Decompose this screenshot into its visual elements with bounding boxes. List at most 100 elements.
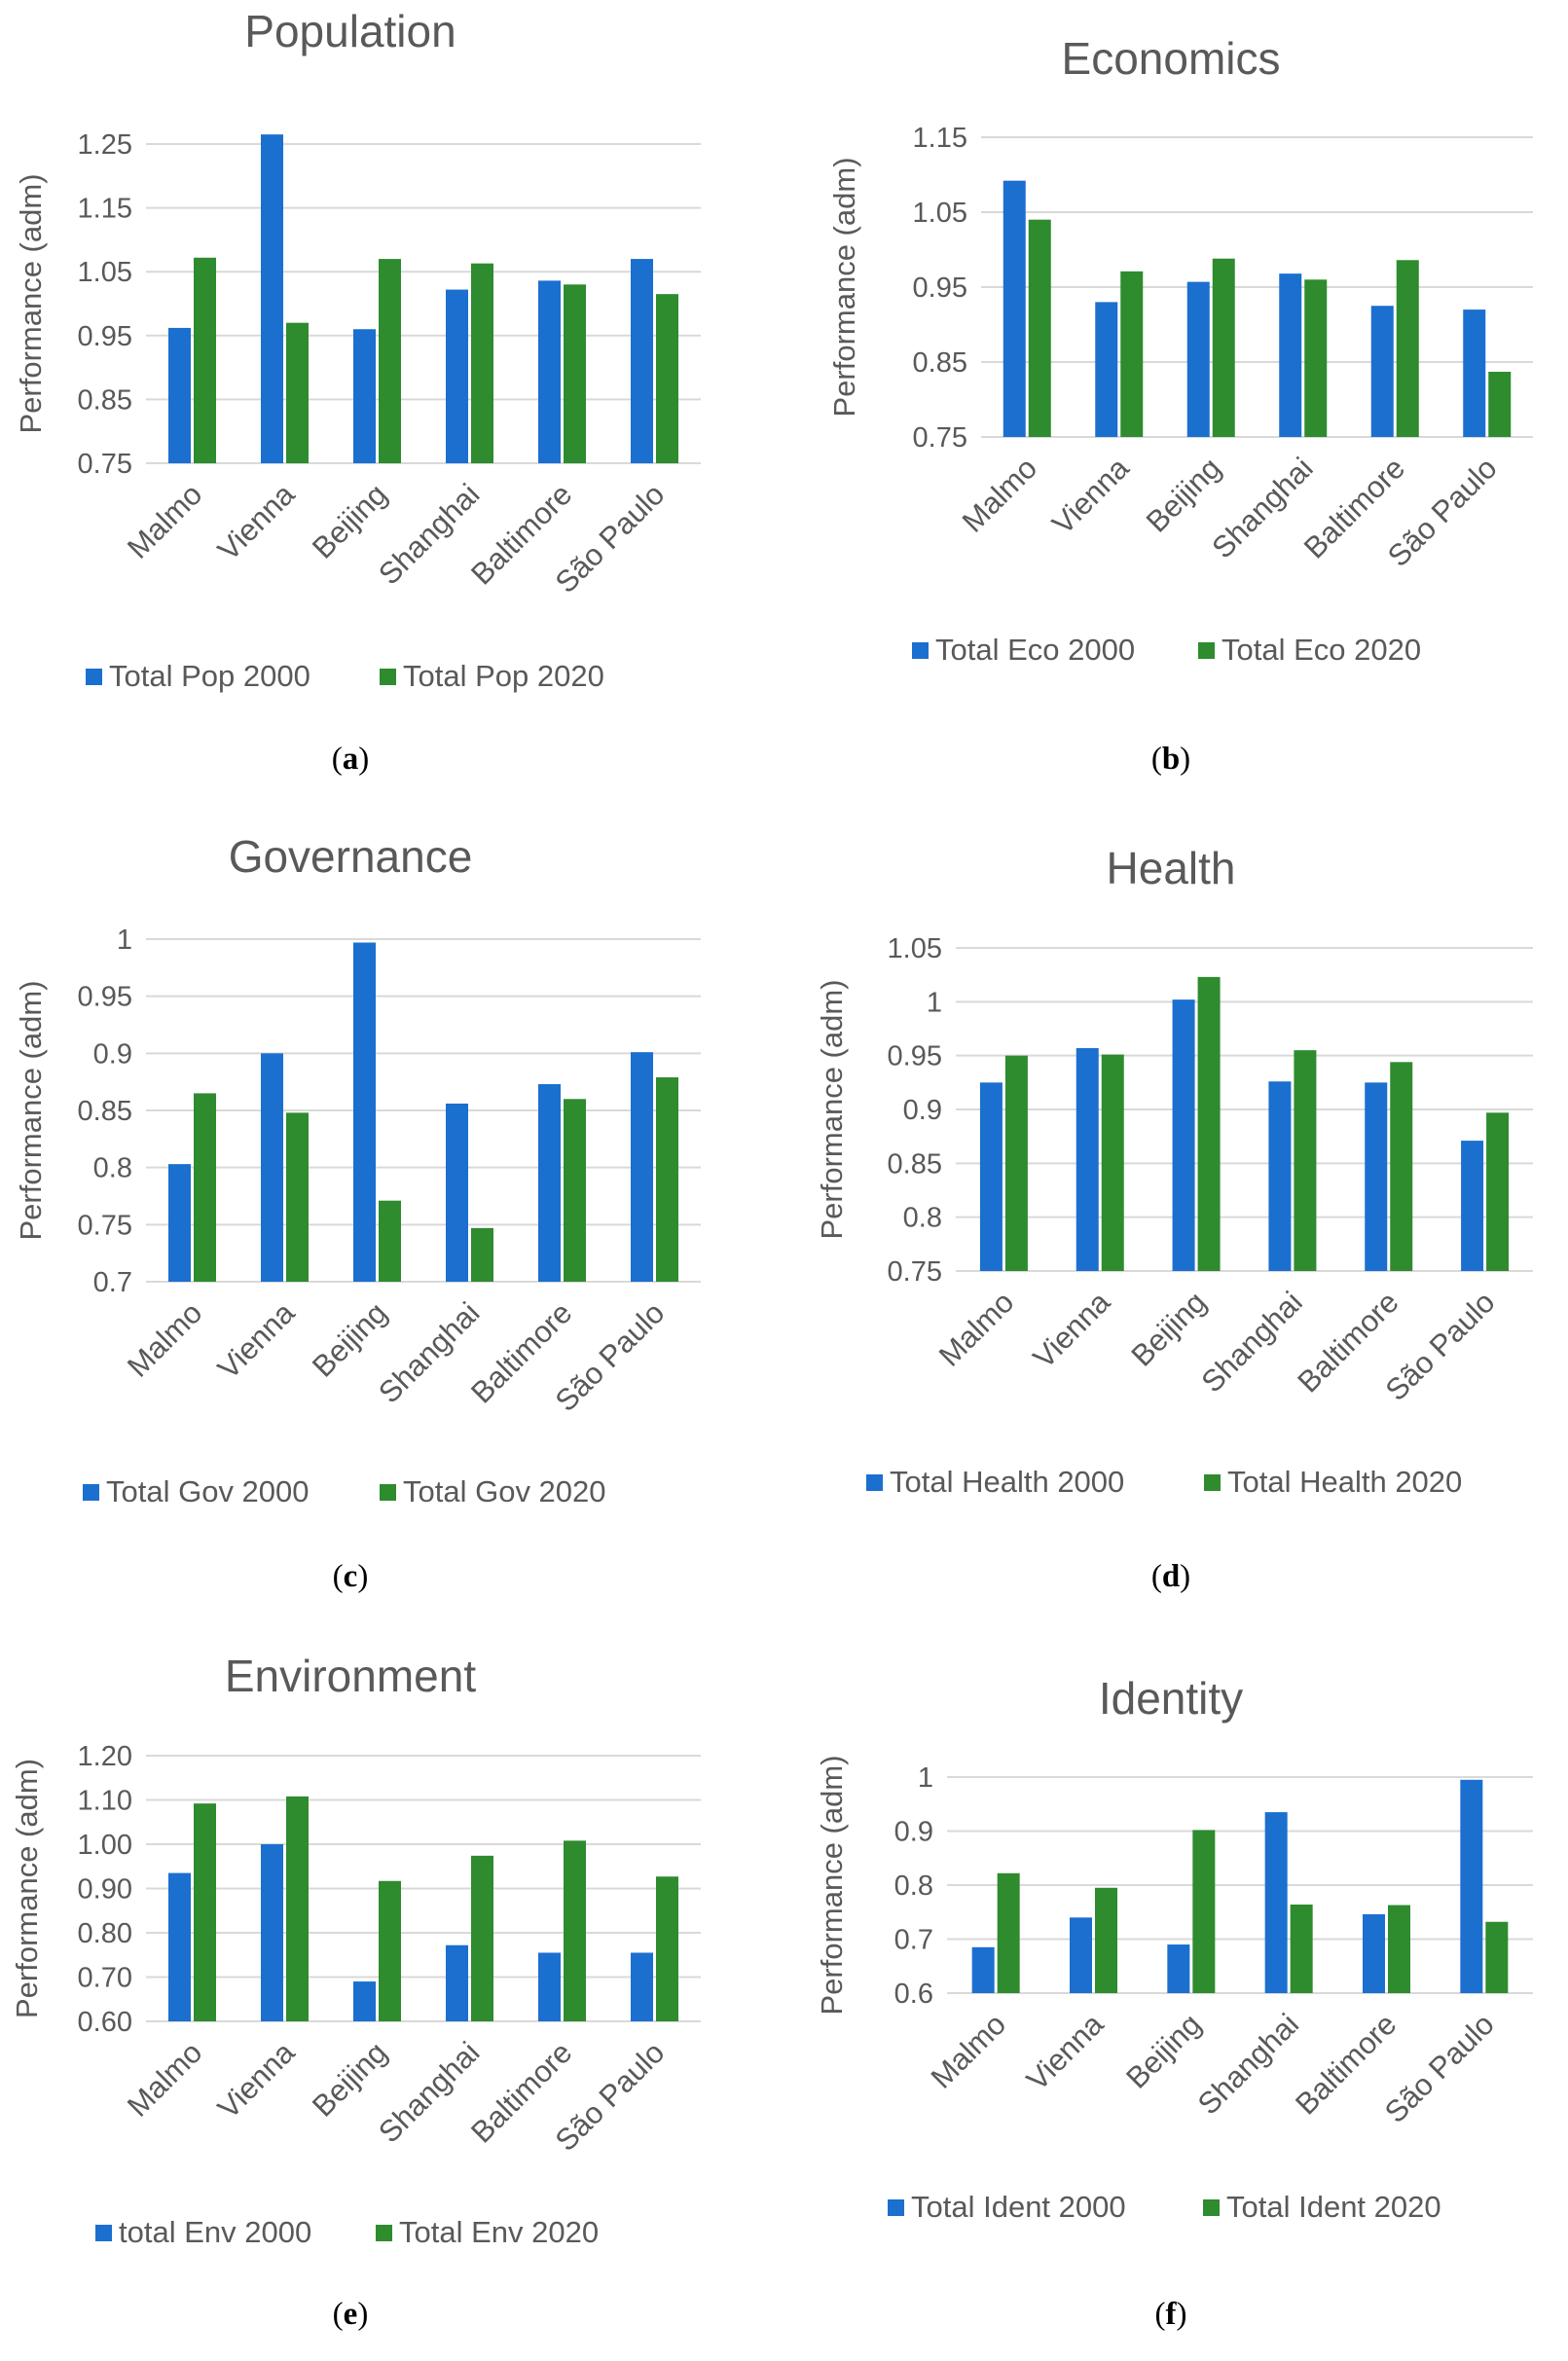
- panel-c-y-tick-label: 0.95: [78, 982, 132, 1013]
- panel-e-y-tick-label: 0.70: [78, 1963, 132, 1994]
- panel-b-bar-2000: [1279, 273, 1302, 437]
- panel-d-legend-label-2020: Total Health 2020: [1227, 1465, 1462, 1499]
- panel-e-caption-letter: e: [344, 2297, 358, 2332]
- panel-d-x-tick-label: Malmo: [932, 1285, 1021, 1373]
- panel-a-y-tick-label: 0.75: [78, 449, 132, 480]
- panel-b-title: Economics: [1062, 33, 1281, 84]
- panel-b-caption-letter: b: [1162, 742, 1180, 777]
- panel-a-y-tick-label: 1.15: [78, 194, 132, 225]
- panel-d-caption-letter: d: [1162, 1559, 1180, 1594]
- panel-a-caption-letter: a: [343, 742, 359, 777]
- panel-e-y-tick-label: 1.20: [78, 1741, 132, 1772]
- panel-d-bar-2020: [1197, 976, 1221, 1271]
- panel-a-y-axis-label: Performance (adm): [14, 173, 48, 433]
- panel-b-x-tick-label: Shanghai: [1205, 451, 1319, 564]
- panel-a-caption: (a): [332, 742, 370, 777]
- panel-e-bar-2000: [446, 1944, 468, 2021]
- panel-d-bar-2000: [1365, 1082, 1388, 1271]
- panel-c-bar-2000: [261, 1053, 283, 1282]
- panel-d-y-tick-label: 1: [927, 987, 942, 1018]
- panel-b-bar-2000: [1003, 180, 1026, 437]
- panel-a-bar-2020: [564, 284, 586, 463]
- panel-f-bar-2020: [1485, 1921, 1509, 1993]
- panel-e-legend-swatch-2020: [376, 2225, 392, 2241]
- panel-c-y-tick-label: 0.85: [78, 1096, 132, 1127]
- panel-a-x-tick-label: Beijing: [306, 477, 394, 565]
- panel-a-bar-2020: [656, 294, 678, 463]
- panel-b-bar-2020: [1028, 219, 1051, 437]
- panel-d-x-tick-label: Shanghai: [1194, 1285, 1308, 1398]
- panel-d-legend-label-2000: Total Health 2000: [890, 1465, 1124, 1499]
- panel-f-bar-2000: [1460, 1779, 1483, 1993]
- panel-a-bar-2000: [353, 329, 376, 463]
- panel-a-legend-swatch-2020: [380, 669, 396, 685]
- panel-a-legend-swatch-2000: [86, 669, 102, 685]
- panel-e-y-tick-label: 0.80: [78, 1918, 132, 1949]
- panel-b-bar-2020: [1488, 372, 1512, 437]
- panel-d-y-tick-label: 0.9: [903, 1095, 942, 1126]
- panel-e-x-tick-label: Shanghai: [372, 2035, 486, 2149]
- panel-d-bar-2000: [1172, 999, 1195, 1271]
- panel-b-y-tick-label: 1.15: [913, 123, 967, 154]
- panel-a-x-tick-label: Vienna: [211, 477, 302, 567]
- panel-d-y-axis-label: Performance (adm): [815, 979, 849, 1239]
- panel-a-bar-2000: [446, 289, 468, 463]
- panel-f-y-axis-label: Performance (adm): [815, 1755, 849, 2015]
- panel-d-bar-2020: [1390, 1062, 1413, 1271]
- panel-b-caption: (b): [1151, 742, 1190, 777]
- panel-a-bar-2020: [379, 259, 401, 463]
- panel-e-bar-2000: [538, 1952, 561, 2021]
- panel-e-x-tick-label: Beijing: [306, 2035, 394, 2124]
- panel-b-bar-2000: [1095, 302, 1118, 437]
- panel-a-x-tick-label: Malmo: [121, 477, 209, 565]
- panel-f-bar-2000: [1264, 1812, 1288, 1993]
- panel-c-y-tick-label: 0.8: [93, 1153, 132, 1184]
- panel-a-y-tick-label: 0.85: [78, 384, 132, 416]
- panel-c-y-axis-label: Performance (adm): [14, 980, 48, 1240]
- panel-a-bar-2000: [631, 259, 653, 463]
- panel-c-x-tick-label: Shanghai: [372, 1295, 486, 1409]
- panel-e-bar-2000: [168, 1872, 191, 2021]
- panel-a-legend-label-2020: Total Pop 2020: [403, 659, 604, 693]
- panel-b-y-tick-label: 0.95: [913, 272, 967, 304]
- panel-d-y-tick-label: 0.95: [888, 1041, 942, 1072]
- panel-c-legend-label-2020: Total Gov 2020: [403, 1474, 606, 1508]
- panel-a-bar-2000: [261, 134, 283, 463]
- panel-d-bar-2020: [1101, 1054, 1124, 1271]
- panel-d-title: Health: [1107, 843, 1236, 893]
- panel-a-bar-2000: [538, 280, 561, 463]
- panel-f-x-tick-label: Vienna: [1020, 2007, 1111, 2097]
- panel-e-y-tick-label: 1.00: [78, 1830, 132, 1861]
- panel-c-y-tick-label: 0.75: [78, 1210, 132, 1241]
- panel-e-bar-2020: [471, 1855, 493, 2021]
- panel-a-x-tick-label: Shanghai: [372, 477, 486, 591]
- panel-c-legend-swatch-2020: [380, 1484, 396, 1501]
- panel-e-bar-2000: [261, 1844, 283, 2021]
- panel-e-bar-2020: [286, 1796, 309, 2021]
- panel-d-y-tick-label: 0.8: [903, 1203, 942, 1234]
- panel-a-y-tick-label: 1.25: [78, 129, 132, 161]
- panel-d-x-tick-label: Vienna: [1027, 1285, 1117, 1375]
- panel-b-legend-swatch-2020: [1198, 642, 1215, 659]
- panel-c-caption-letter: c: [344, 1559, 358, 1594]
- panel-d-x-tick-label: Beijing: [1124, 1285, 1213, 1373]
- panel-a-legend-label-2000: Total Pop 2000: [109, 659, 310, 693]
- panel-e-title: Environment: [225, 1651, 476, 1701]
- panel-d-caption: (d): [1151, 1559, 1190, 1594]
- panel-b-bar-2020: [1120, 271, 1144, 437]
- panel-d-bar-2020: [1486, 1112, 1510, 1271]
- panel-b-x-tick-label: Vienna: [1045, 451, 1136, 541]
- panel-e-legend-label-2000: total Env 2000: [119, 2215, 311, 2249]
- panel-f-y-tick-label: 0.8: [894, 1871, 933, 1902]
- panel-d-bar-2000: [1268, 1081, 1292, 1271]
- panel-d-legend-swatch-2020: [1204, 1474, 1221, 1491]
- panel-f-bar-2020: [1388, 1905, 1410, 1993]
- panel-f-legend-swatch-2020: [1203, 2199, 1220, 2216]
- panel-d-legend-swatch-2000: [866, 1474, 883, 1491]
- panel-e-x-tick-label: Malmo: [121, 2035, 209, 2124]
- panel-a-title: Population: [244, 6, 456, 56]
- panel-f-x-tick-label: Shanghai: [1191, 2007, 1305, 2121]
- panel-f-bar-2020: [1192, 1830, 1216, 1993]
- panel-f-x-tick-label: Malmo: [925, 2007, 1013, 2095]
- panel-f-x-tick-label: Beijing: [1119, 2007, 1208, 2095]
